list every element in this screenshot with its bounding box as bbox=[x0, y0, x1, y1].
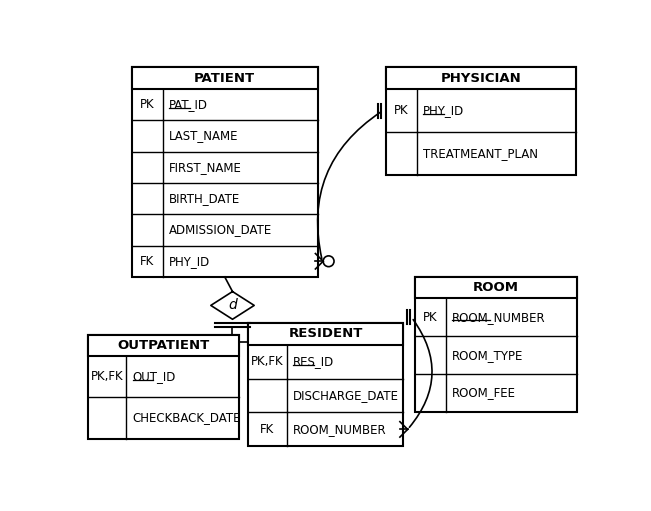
Bar bbox=[248, 323, 403, 446]
Text: ADMISSION_DATE: ADMISSION_DATE bbox=[169, 223, 272, 237]
Text: d: d bbox=[228, 298, 237, 312]
Text: FK: FK bbox=[260, 423, 275, 436]
Text: PK: PK bbox=[422, 311, 437, 324]
Text: ROOM_NUMBER: ROOM_NUMBER bbox=[293, 423, 387, 436]
Text: PK,FK: PK,FK bbox=[251, 355, 284, 368]
Bar bbox=[88, 335, 239, 438]
Text: PAT_ID: PAT_ID bbox=[169, 98, 208, 111]
Text: PHYSICIAN: PHYSICIAN bbox=[441, 72, 521, 85]
Text: PK: PK bbox=[140, 98, 154, 111]
Text: RESIDENT: RESIDENT bbox=[288, 328, 363, 340]
Text: PK,FK: PK,FK bbox=[90, 370, 123, 383]
Text: OUTPATIENT: OUTPATIENT bbox=[117, 339, 209, 352]
Text: FIRST_NAME: FIRST_NAME bbox=[169, 161, 242, 174]
Text: ROOM_TYPE: ROOM_TYPE bbox=[452, 349, 523, 362]
Text: FK: FK bbox=[140, 255, 154, 268]
Text: PHY_ID: PHY_ID bbox=[169, 255, 210, 268]
Bar bbox=[415, 277, 577, 412]
Text: PATIENT: PATIENT bbox=[194, 72, 255, 85]
Bar bbox=[132, 67, 318, 277]
Text: CHECKBACK_DATE: CHECKBACK_DATE bbox=[133, 411, 241, 425]
Bar bbox=[132, 67, 318, 89]
Text: ROOM_NUMBER: ROOM_NUMBER bbox=[452, 311, 546, 324]
Bar bbox=[88, 335, 239, 356]
Text: BIRTH_DATE: BIRTH_DATE bbox=[169, 192, 240, 205]
Text: PK: PK bbox=[394, 104, 409, 117]
Text: DISCHARGE_DATE: DISCHARGE_DATE bbox=[293, 389, 399, 402]
Text: OUT_ID: OUT_ID bbox=[133, 370, 176, 383]
Text: LAST_NAME: LAST_NAME bbox=[169, 129, 238, 143]
Text: PHY_ID: PHY_ID bbox=[423, 104, 464, 117]
Bar bbox=[386, 67, 576, 89]
Text: RES_ID: RES_ID bbox=[293, 355, 334, 368]
Bar bbox=[415, 277, 577, 298]
Text: ROOM_FEE: ROOM_FEE bbox=[452, 386, 516, 399]
Bar bbox=[248, 323, 403, 345]
Text: TREATMEANT_PLAN: TREATMEANT_PLAN bbox=[423, 147, 538, 160]
Bar bbox=[386, 67, 576, 175]
Text: ROOM: ROOM bbox=[473, 281, 519, 294]
